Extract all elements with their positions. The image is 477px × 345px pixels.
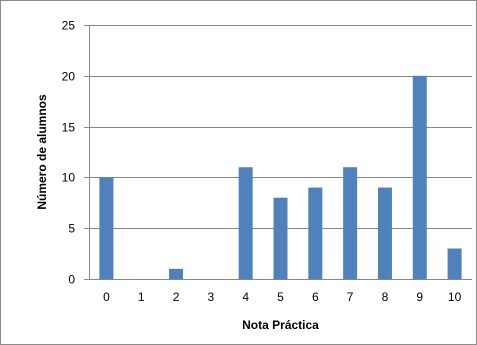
bar-8	[377, 187, 392, 279]
x-tick-label: 4	[242, 290, 249, 304]
x-tick-label: 8	[382, 290, 389, 304]
bar-0	[99, 177, 114, 279]
x-tick-label: 2	[173, 290, 180, 304]
y-tick-label: 25	[62, 19, 76, 33]
y-tick-label: 15	[62, 121, 76, 135]
x-tick-label: 7	[347, 290, 354, 304]
y-tick-labels: 0 5 10 15 20 25	[62, 19, 76, 287]
x-tick-label: 6	[312, 290, 319, 304]
x-tick-label: 10	[448, 290, 462, 304]
x-tick-label: 0	[103, 290, 110, 304]
y-tick-label: 10	[62, 171, 76, 185]
x-tick-label: 3	[208, 290, 215, 304]
bar-2	[169, 268, 184, 279]
x-tick-label: 1	[138, 290, 145, 304]
bar-4	[238, 167, 253, 279]
axes	[84, 25, 472, 280]
y-tick-label: 0	[68, 273, 75, 287]
bars	[99, 75, 462, 279]
bar-9	[412, 75, 427, 279]
x-tick-label: 5	[277, 290, 284, 304]
y-tick-label: 5	[68, 222, 75, 236]
x-tick-label: 9	[416, 290, 423, 304]
x-tick-labels: 0 1 2 3 4 5 6 7 8 9 10	[103, 290, 462, 304]
bar-7	[343, 167, 358, 279]
y-axis-title: Número de alumnos	[35, 94, 49, 210]
x-axis-title: Nota Práctica	[242, 318, 319, 332]
bar-6	[308, 187, 323, 279]
bar-10	[447, 248, 462, 279]
gridlines	[89, 25, 472, 229]
y-tick-label: 20	[62, 70, 76, 84]
bar-5	[273, 197, 288, 279]
